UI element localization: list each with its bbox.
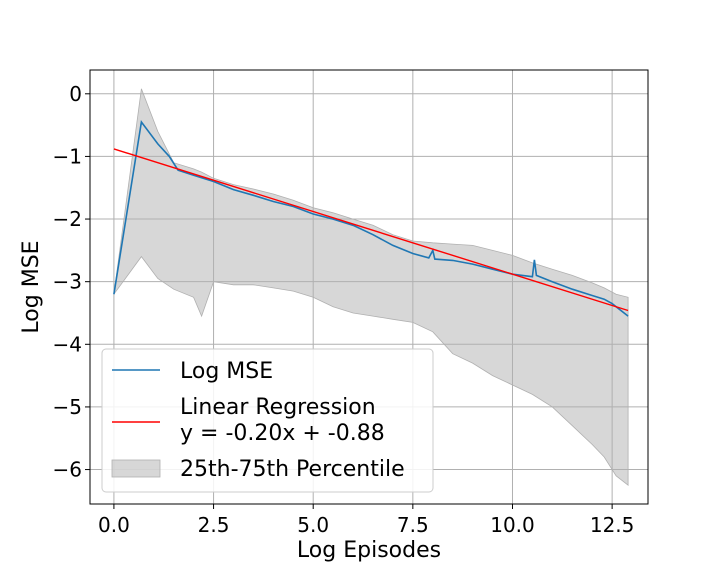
y-tick-label: −5 <box>53 395 82 419</box>
y-tick-label: 0 <box>69 82 82 106</box>
y-tick-label: −3 <box>53 270 82 294</box>
y-tick-label: −4 <box>53 332 82 356</box>
legend-label-log-mse: Log MSE <box>180 359 273 384</box>
percentile-band <box>113 88 629 487</box>
legend-swatch-percentile <box>111 459 161 478</box>
axis-ticks: 0.0 2.5 5.0 7.5 10.0 12.5 0 −1 −2 −3 −4 −5 −6 <box>53 82 635 537</box>
x-tick-label: 5.0 <box>297 513 329 537</box>
plot-frame <box>89 69 649 505</box>
x-tick-label: 0.0 <box>98 513 130 537</box>
y-tick-label: −6 <box>53 458 82 482</box>
y-axis-label: Log MSE <box>19 240 44 333</box>
y-tick-label: −2 <box>53 207 82 231</box>
y-tick-label: −1 <box>53 144 82 168</box>
x-tick-label: 12.5 <box>590 513 635 537</box>
x-tick-label: 7.5 <box>397 513 429 537</box>
x-tick-label: 10.0 <box>490 513 535 537</box>
series-layer <box>113 120 629 317</box>
legend-box <box>101 348 434 493</box>
legend-label-linear-regression: Linear Regression <box>180 395 376 420</box>
series-line-linear-regression <box>113 148 629 312</box>
legend-label-linear-regression: y = -0.20x + -0.88 <box>180 421 385 446</box>
x-tick-label: 2.5 <box>198 513 230 537</box>
x-axis-label: Log Episodes <box>297 538 441 563</box>
percentile-band-area <box>113 88 629 487</box>
legend-label-percentile: 25th-75th Percentile <box>180 457 405 482</box>
series-line-log-mse <box>113 120 629 317</box>
